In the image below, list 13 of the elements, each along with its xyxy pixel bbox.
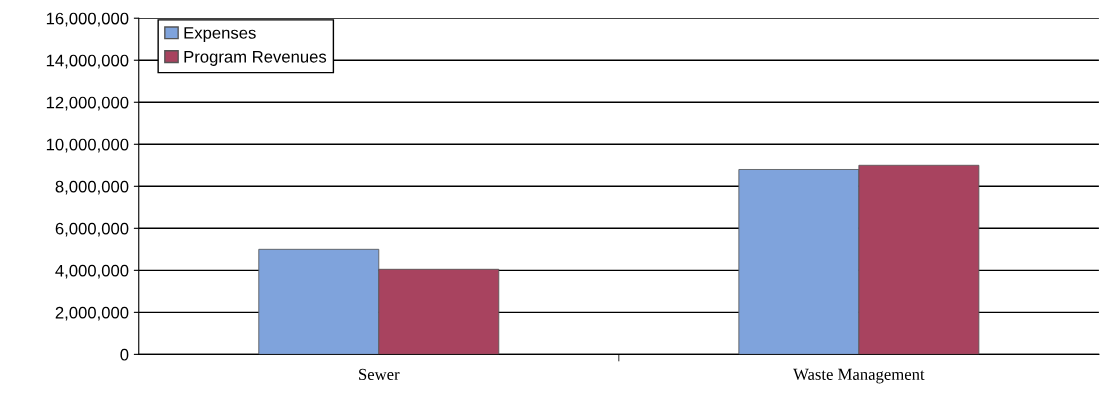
x-tick-label: Sewer	[359, 368, 400, 380]
y-tick-label: 8,000,000	[55, 180, 129, 195]
y-tick-label: 0	[120, 348, 129, 361]
legend-label: Program Revenues	[184, 51, 327, 66]
y-tick-label: 2,000,000	[55, 306, 129, 321]
y-tick-label: 4,000,000	[55, 264, 129, 279]
x-tick-label: Waste Management	[793, 368, 925, 384]
y-tick-label: 16,000,000	[46, 12, 129, 27]
y-tick-label: 14,000,000	[46, 54, 129, 69]
y-tick-label: 10,000,000	[46, 138, 129, 153]
y-tick-label: 12,000,000	[46, 96, 129, 111]
legend-label: Expenses	[184, 27, 256, 43]
y-tick-label: 6,000,000	[55, 222, 129, 237]
